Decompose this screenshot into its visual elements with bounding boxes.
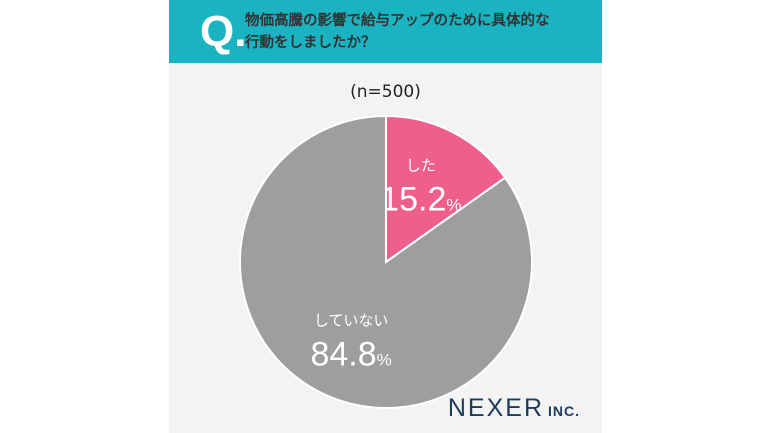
slice-label: した: [406, 157, 436, 175]
pie-slice-2: [239, 114, 534, 409]
pie-chart: した 15.2% していない 84.8%: [239, 114, 534, 409]
nexer-logo: NEXER INC.: [448, 394, 580, 423]
slice-value: 84.8%: [310, 335, 391, 373]
question-mark: Q.: [200, 7, 247, 56]
question-header: Q. 物価高騰の影響で給与アップのために具体的な 行動をしましたか？: [169, 0, 602, 63]
pie-slice-1: [385, 114, 507, 264]
logo-main: NEXER: [447, 394, 544, 422]
chart-canvas: Q. 物価高騰の影響で給与アップのために具体的な 行動をしましたか？ (n=50…: [169, 0, 602, 433]
slice-value: 15.2%: [380, 181, 461, 219]
sample-size: (n=500): [350, 82, 421, 102]
question-line-2: 行動をしましたか？: [245, 35, 376, 51]
logo-suffix: INC.: [548, 403, 580, 419]
question-line-1: 物価高騰の影響で給与アップのために具体的な: [245, 13, 550, 29]
slice-label: していない: [314, 311, 389, 329]
question-text: 物価高騰の影響で給与アップのために具体的な 行動をしましたか？: [245, 10, 590, 54]
